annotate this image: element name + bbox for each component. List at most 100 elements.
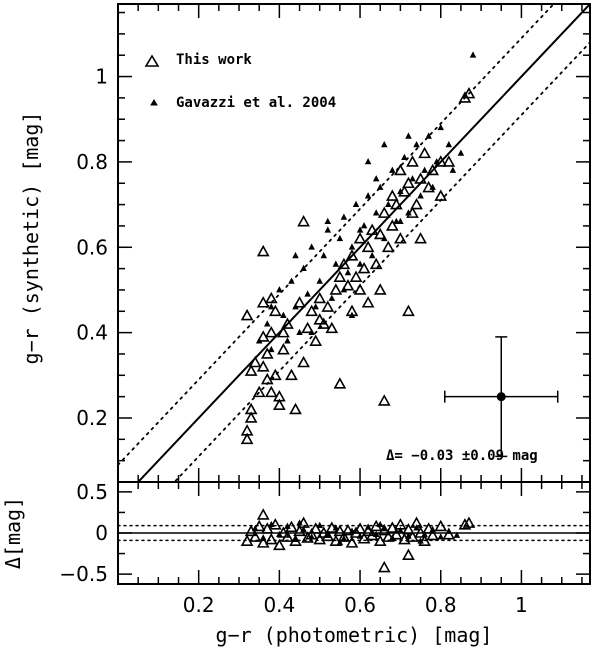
data-point-this-work: [357, 261, 371, 274]
legend-label-gavazzi: Gavazzi et al. 2004: [176, 95, 336, 111]
data-point-gavazzi: [320, 251, 328, 259]
data-point-gavazzi: [433, 158, 440, 165]
bottom-panel-points: [240, 508, 476, 573]
data-point-this-work: [377, 394, 391, 406]
data-point-gavazzi: [457, 149, 465, 156]
data-point-gavazzi: [304, 290, 311, 297]
data-point-gavazzi: [276, 286, 283, 293]
residual-point-gavazzi: [348, 527, 356, 534]
data-point-this-work: [361, 240, 375, 253]
data-point-this-work: [281, 317, 294, 329]
data-point-this-work: [333, 377, 347, 389]
data-point-gavazzi: [352, 200, 360, 207]
data-point-this-work: [349, 270, 363, 282]
bottom-y-tick-label: −0.5: [59, 562, 108, 586]
x-tick-label: 0.6: [344, 593, 376, 617]
data-point-this-work: [389, 197, 403, 210]
representative-errorbar: [444, 336, 559, 458]
top-y-tick-label: 0.6: [76, 235, 108, 259]
data-point-gavazzi: [380, 140, 388, 148]
legend-marker-gavazzi: [150, 99, 158, 106]
data-point-gavazzi: [348, 311, 356, 318]
data-point-this-work: [260, 347, 274, 359]
residual-point-this-work: [389, 527, 403, 540]
data-point-gavazzi: [324, 226, 332, 233]
x-tick-label: 0.2: [183, 593, 215, 617]
data-point-gavazzi: [360, 222, 368, 229]
data-point-this-work: [244, 411, 258, 423]
data-point-gavazzi: [284, 337, 291, 344]
data-point-gavazzi: [445, 140, 453, 148]
residual-point-gavazzi: [296, 519, 303, 526]
data-point-gavazzi: [356, 260, 364, 267]
residual-point-this-work: [345, 536, 359, 548]
residual-point-this-work: [313, 532, 327, 545]
data-point-this-work: [277, 325, 290, 338]
data-point-this-work: [244, 402, 258, 415]
data-point-gavazzi: [449, 166, 457, 173]
data-point-this-work: [353, 232, 367, 244]
bottom-panel-y-tick-labels: 0.5 0 −0.5: [59, 480, 108, 586]
errorbar-center-point: [496, 392, 506, 402]
residual-point-this-work: [462, 516, 476, 528]
data-point-gavazzi: [417, 192, 424, 199]
residual-point-this-work: [264, 532, 278, 545]
data-point-this-work: [289, 402, 302, 415]
data-point-gavazzi: [425, 132, 432, 139]
residual-point-gavazzi: [316, 521, 323, 528]
data-point-gavazzi: [364, 192, 372, 199]
residual-point-gavazzi: [259, 534, 267, 541]
data-point-this-work: [373, 283, 387, 295]
top-panel-y-axis-title: g−r (synthetic) [mag]: [19, 112, 43, 365]
data-point-this-work: [317, 317, 331, 329]
x-tick-label: 0.8: [425, 593, 457, 617]
data-point-this-work: [240, 432, 254, 445]
bottom-panel: 0.5 0 −0.5 Δ[mag]: [1, 480, 591, 586]
data-point-gavazzi: [380, 234, 388, 242]
residual-point-gavazzi: [380, 525, 388, 532]
residual-point-gavazzi: [397, 526, 404, 533]
data-point-this-work: [309, 334, 323, 346]
data-point-gavazzi: [288, 277, 295, 284]
residual-point-this-work: [273, 538, 286, 551]
residual-point-gavazzi: [413, 524, 420, 531]
data-point-this-work: [333, 270, 347, 282]
residual-point-gavazzi: [251, 525, 259, 532]
data-point-this-work: [341, 279, 355, 291]
data-point-gavazzi: [372, 209, 380, 216]
delta-annotation: Δ= −0.03 ±0.09 mag: [386, 448, 538, 464]
data-point-gavazzi: [292, 251, 299, 259]
residual-point-gavazzi: [292, 535, 299, 542]
top-panel-points: [240, 51, 477, 445]
data-point-gavazzi: [401, 153, 408, 161]
residual-point-gavazzi: [405, 532, 412, 539]
residual-point-this-work: [434, 519, 448, 532]
top-panel-ticks: [118, 4, 590, 482]
data-point-this-work: [325, 321, 339, 334]
data-point-gavazzi: [312, 303, 319, 310]
data-point-this-work: [373, 227, 387, 240]
residual-point-this-work: [256, 536, 270, 548]
data-point-gavazzi: [336, 234, 344, 242]
data-point-gavazzi: [421, 166, 428, 173]
data-point-this-work: [297, 355, 310, 368]
residual-point-this-work: [256, 508, 270, 520]
data-point-gavazzi: [429, 183, 436, 190]
legend-marker-this-work: [144, 54, 160, 67]
residual-point-this-work: [398, 532, 411, 545]
data-point-this-work: [305, 304, 319, 317]
data-point-gavazzi: [328, 294, 336, 301]
data-point-this-work: [268, 368, 282, 381]
data-point-this-work: [402, 304, 415, 317]
data-point-gavazzi: [344, 269, 352, 276]
bottom-panel-ticks: [118, 482, 590, 584]
data-point-gavazzi: [296, 328, 303, 336]
data-point-gavazzi: [332, 260, 340, 267]
data-point-this-work: [301, 321, 314, 334]
data-point-this-work: [293, 296, 306, 308]
residual-point-this-work: [377, 560, 391, 573]
data-point-this-work: [353, 283, 367, 295]
data-point-this-work: [277, 343, 290, 355]
residual-point-gavazzi: [364, 523, 372, 530]
residual-point-gavazzi: [336, 539, 344, 546]
